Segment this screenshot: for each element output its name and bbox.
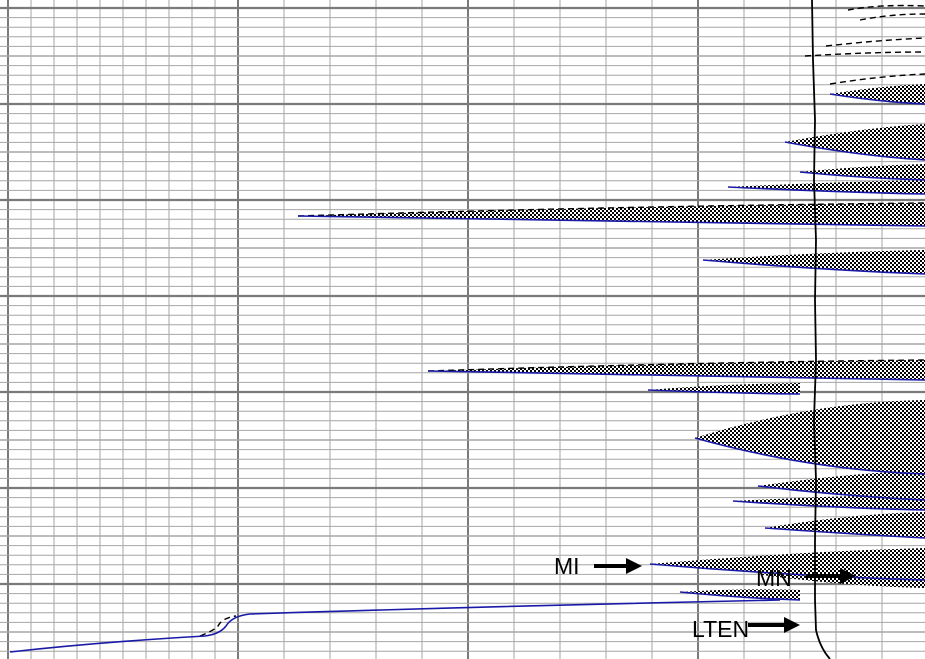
mi-blue-curve <box>9 93 925 653</box>
lten-annotation: LTEN <box>692 616 800 642</box>
mn-dashed-curve <box>199 4 925 637</box>
arrow-right-icon <box>748 617 800 633</box>
mi-annotation: MI <box>554 553 642 579</box>
arrow-right-icon <box>594 558 642 574</box>
lten-label: LTEN <box>692 616 749 642</box>
arrow-right-icon <box>806 568 856 584</box>
mn-label: MN <box>756 565 792 591</box>
mn-annotation: MN <box>756 565 856 591</box>
crossover-fills <box>298 84 925 600</box>
mi-label: MI <box>554 553 580 579</box>
lten-curve <box>811 0 831 659</box>
